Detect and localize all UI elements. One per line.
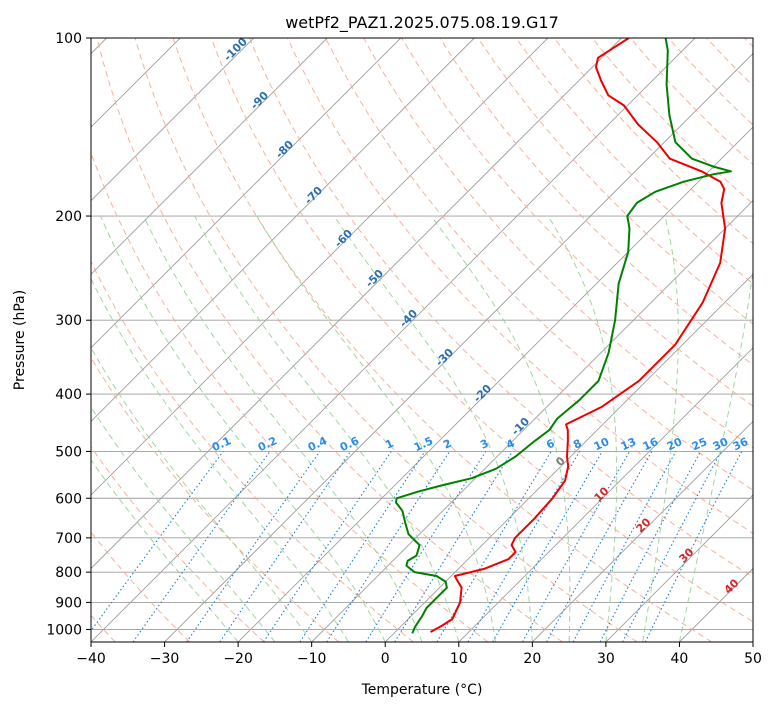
mixing-ratio-line [219,451,352,642]
isotherm-line [164,52,753,642]
mixing-ratio-line [263,451,392,642]
dry-adiabat-line [91,356,340,642]
mixing-ratio-label: 10 [592,435,612,453]
x-tick-label: 0 [381,651,390,667]
moist-adiabat-line [91,406,276,642]
sounding-profiles [395,38,732,634]
moist-adiabat-line [143,215,423,642]
isotherm-line [91,38,549,496]
x-axis-title: Temperature (°C) [361,682,483,698]
y-tick-label: 100 [55,31,82,47]
isotherm-line [91,38,254,202]
mixing-ratio-label: 20 [665,435,685,453]
y-tick-label: 900 [55,595,82,611]
moist-adiabat-line [194,215,460,642]
isotherm-line [91,38,328,275]
moist-adiabat-line [547,215,618,642]
x-tick-label: 50 [744,651,762,667]
dry-adiabat-line [515,38,753,285]
y-tick-label: 400 [55,387,82,403]
temperature-profile-line [430,38,727,633]
background-lines [91,38,753,642]
mixing-ratio-label: 25 [690,435,709,453]
mixing-ratio-label: 13 [619,435,638,453]
x-tick-label: −10 [297,651,327,667]
y-tick-label: 500 [55,444,82,460]
mixing-ratio-line [132,451,271,642]
axis-ticks: −40 −30 −20 −10 0 10 20 30 40 50 100 200 300 400 500 60… [46,31,762,667]
isotherm-line [91,38,622,570]
mixing-ratio-line [186,451,321,642]
mixing-ratio-line [91,451,224,632]
isotherm-line [91,38,475,422]
dry-adiabat-line [325,38,753,491]
x-tick-label: 20 [523,651,541,667]
y-axis-title: Pressure (hPa) [12,290,28,390]
x-tick-label: −40 [76,651,106,667]
mixing-ratio-line [522,451,631,642]
dry-adiabat-line [248,38,753,578]
isotherm-line [532,420,753,642]
moist-adiabat-line [91,346,313,642]
dewpoint-profile-line [395,38,732,634]
mixing-ratio-line [326,451,451,642]
y-tick-label: 200 [55,209,82,225]
isotherm-line [384,273,753,642]
mixing-ratio-line [572,451,677,642]
plot-area [91,38,753,642]
x-tick-label: 10 [450,651,468,667]
isotherm-line [237,126,753,642]
x-tick-label: 30 [597,651,615,667]
dry-adiabat-line [172,38,713,642]
mixing-ratio-label: 16 [641,435,661,453]
dry-adiabat-line [91,445,265,642]
y-tick-label: 1000 [46,622,82,638]
mixing-ratio-label: 36 [731,435,751,453]
y-tick-label: 300 [55,313,82,329]
moist-adiabat-line [678,265,753,642]
moist-adiabat-line [333,215,533,642]
moist-adiabat-line [100,215,386,642]
moist-adiabat-line [91,458,239,642]
isotherm-line [605,494,753,642]
mixing-ratio-line [546,451,653,642]
plot-frame [90,37,754,643]
mixing-ratio-line [644,451,743,642]
x-tick-label: −20 [223,651,253,667]
dry-adiabat-line [91,260,414,642]
mixing-ratio-line [394,451,513,642]
moist-adiabat-line [430,215,571,642]
dry-adiabat-line [96,38,563,642]
moist-adiabat-line [642,215,679,642]
dry-adiabat-line [286,38,753,535]
x-tick-label: 40 [671,651,689,667]
y-tick-label: 700 [55,531,82,547]
y-tick-label: 600 [55,491,82,507]
chart-title: wetPf2_PAZ1.2025.075.08.19.G17 [285,13,559,33]
isotherm-line [91,38,402,349]
y-tick-label: 800 [55,565,82,581]
x-tick-label: −30 [150,651,180,667]
isotherm-line [458,347,753,642]
mixing-ratio-line [299,451,426,642]
mixing-ratio-label: 30 [711,435,731,453]
